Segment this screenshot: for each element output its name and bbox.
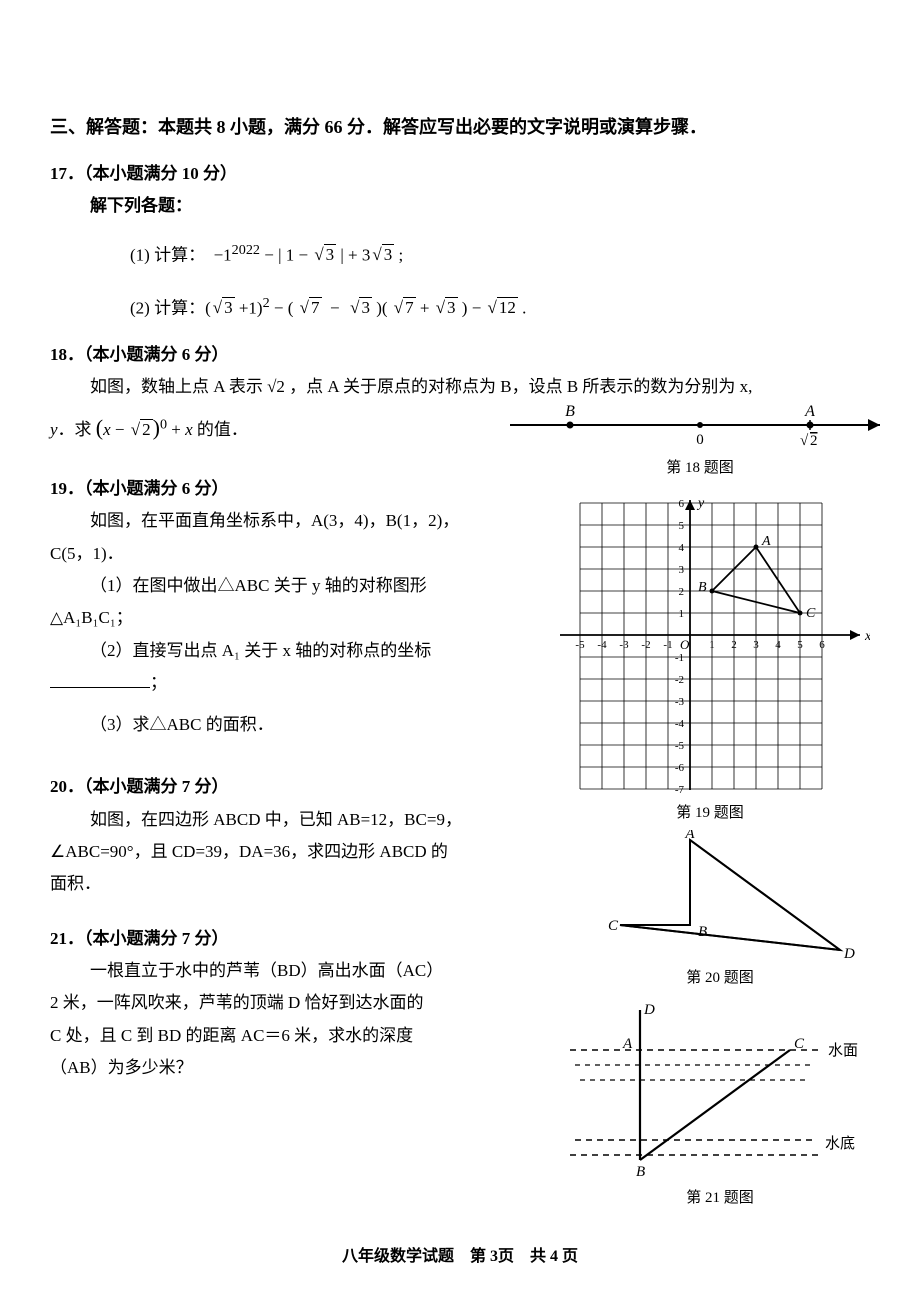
figure-18-caption: 第 18 题图 bbox=[500, 454, 900, 483]
svg-text:B: B bbox=[698, 580, 707, 595]
figure-20: A B C D 第 20 题图 bbox=[580, 830, 860, 993]
q19-part1b: △A₁B₁C₁； bbox=[50, 602, 530, 634]
fig18-label-sqrt2: √ bbox=[800, 433, 809, 449]
svg-text:D: D bbox=[843, 946, 855, 960]
fig18-label-B: B bbox=[565, 403, 575, 420]
q20: 20．（本小题满分 7 分） 如图，在四边形 ABCD 中，已知 AB=12，B… bbox=[50, 771, 530, 900]
q17-part2: (2) 计算：(3 +1)2 − ( 7 − 3 )( 7 + 3 ) − 12… bbox=[50, 290, 870, 325]
figure-19-caption: 第 19 题图 bbox=[550, 799, 870, 828]
svg-text:-3: -3 bbox=[675, 696, 685, 708]
svg-text:A: A bbox=[761, 534, 771, 549]
svg-text:-2: -2 bbox=[675, 674, 684, 686]
q21: 21．（本小题满分 7 分） 一根直立于水中的芦苇（BD）高出水面（AC） 2 … bbox=[50, 923, 510, 1084]
svg-text:D: D bbox=[643, 1002, 655, 1018]
q17-header: 17．（本小题满分 10 分） bbox=[50, 158, 870, 190]
q18-text2: y．求 (x − 2)0 + x 的值． bbox=[50, 403, 248, 449]
q19-part3: （3）求△ABC 的面积． bbox=[50, 709, 530, 741]
svg-text:2: 2 bbox=[679, 586, 685, 598]
q18-header: 18．（本小题满分 6 分） bbox=[50, 339, 870, 371]
q19: 19．（本小题满分 6 分） 如图，在平面直角坐标系中，A(3，4)，B(1，2… bbox=[50, 473, 530, 741]
page-footer: 八年级数学试题 第 3页 共 4 页 bbox=[50, 1242, 870, 1272]
figure-20-caption: 第 20 题图 bbox=[580, 964, 860, 993]
svg-text:4: 4 bbox=[679, 542, 685, 554]
svg-text:O: O bbox=[680, 637, 690, 652]
q21-header: 21．（本小题满分 7 分） bbox=[50, 923, 510, 955]
svg-text:-3: -3 bbox=[619, 639, 629, 651]
q21-text4: （AB）为多少米？ bbox=[50, 1052, 510, 1084]
q20-text3: 面积． bbox=[50, 868, 530, 900]
q17-subheader: 解下列各题： bbox=[50, 190, 870, 222]
svg-text:A: A bbox=[622, 1036, 633, 1052]
fig18-label-O: 0 bbox=[696, 432, 704, 448]
svg-text:-1: -1 bbox=[675, 652, 684, 664]
q18-text: 如图，数轴上点 A 表示 √2 ，点 A 关于原点的对称点为 B，设点 B 所表… bbox=[50, 371, 870, 403]
q21-text1: 一根直立于水中的芦苇（BD）高出水面（AC） bbox=[50, 955, 510, 987]
q19-part1: （1）在图中做出△ABC 关于 y 轴的对称图形 bbox=[50, 570, 530, 602]
svg-text:1: 1 bbox=[679, 608, 685, 620]
fig18-label-A: A bbox=[804, 403, 815, 420]
svg-text:B: B bbox=[636, 1164, 645, 1180]
svg-text:4: 4 bbox=[775, 639, 781, 651]
q17: 17．（本小题满分 10 分） 解下列各题： (1) 计算： −12022 − … bbox=[50, 158, 870, 325]
svg-text:-4: -4 bbox=[597, 639, 607, 651]
svg-text:2: 2 bbox=[810, 433, 818, 449]
q19-blank-suffix: ； bbox=[150, 673, 167, 692]
svg-text:A: A bbox=[684, 830, 695, 842]
svg-text:水底: 水底 bbox=[825, 1135, 855, 1152]
svg-text:水面: 水面 bbox=[828, 1042, 858, 1059]
svg-text:-5: -5 bbox=[575, 639, 585, 651]
svg-text:C: C bbox=[794, 1036, 805, 1052]
svg-text:6: 6 bbox=[679, 498, 685, 510]
svg-text:-2: -2 bbox=[641, 639, 650, 651]
figure-21: D A C B 水面 水底 第 21 题图 bbox=[560, 1000, 880, 1213]
svg-text:-5: -5 bbox=[675, 740, 685, 752]
svg-text:y: y bbox=[696, 496, 705, 511]
q18-text2-suffix: 的值． bbox=[197, 420, 248, 439]
svg-text:5: 5 bbox=[679, 520, 685, 532]
q20-text2: ∠ABC=90°，且 CD=39，DA=36，求四边形 ABCD 的 bbox=[50, 836, 530, 868]
q19-part2: （2）直接写出点 A₁ 关于 x 轴的对称点的坐标 bbox=[50, 635, 530, 667]
q20-header: 20．（本小题满分 7 分） bbox=[50, 771, 530, 803]
q19-text1b: C(5，1)． bbox=[50, 538, 530, 570]
q19-text1: 如图，在平面直角坐标系中，A(3，4)，B(1，2)， bbox=[50, 505, 530, 537]
q19-header: 19．（本小题满分 6 分） bbox=[50, 473, 530, 505]
svg-text:1: 1 bbox=[709, 639, 715, 651]
svg-text:C: C bbox=[806, 606, 816, 621]
svg-text:6: 6 bbox=[819, 639, 825, 651]
svg-text:-4: -4 bbox=[675, 718, 685, 730]
svg-text:5: 5 bbox=[797, 639, 803, 651]
q17-part1: (1) 计算： −12022 − | 1 − 3 | + 33 ; bbox=[50, 237, 870, 272]
figure-21-caption: 第 21 题图 bbox=[560, 1184, 880, 1213]
svg-text:3: 3 bbox=[753, 639, 759, 651]
svg-text:3: 3 bbox=[679, 564, 685, 576]
svg-text:-7: -7 bbox=[675, 784, 685, 795]
q21-text3: C 处，且 C 到 BD 的距离 AC＝6 米，求水的深度 bbox=[50, 1020, 510, 1052]
figure-18: B A 0 √ 2 第 18 题图 bbox=[500, 400, 900, 483]
svg-text:2: 2 bbox=[731, 639, 737, 651]
svg-text:-6: -6 bbox=[675, 762, 685, 774]
svg-text:B: B bbox=[698, 924, 707, 940]
section-header: 三、解答题：本题共 8 小题，满分 66 分．解答应写出必要的文字说明或演算步骤… bbox=[50, 110, 870, 144]
q20-text1: 如图，在四边形 ABCD 中，已知 AB=12，BC=9， bbox=[50, 804, 530, 836]
q19-blank: ； bbox=[50, 667, 530, 699]
svg-text:x: x bbox=[864, 629, 870, 644]
svg-text:-1: -1 bbox=[663, 639, 672, 651]
figure-19: x y O A B C -5 -4 -3 -2 -1 1 2 3 4 5 6 -7 -6 -5 -4 -3 -2… bbox=[550, 495, 870, 828]
q21-text2: 2 米，一阵风吹来，芦苇的顶端 D 恰好到达水面的 bbox=[50, 987, 510, 1019]
svg-text:C: C bbox=[608, 918, 619, 934]
